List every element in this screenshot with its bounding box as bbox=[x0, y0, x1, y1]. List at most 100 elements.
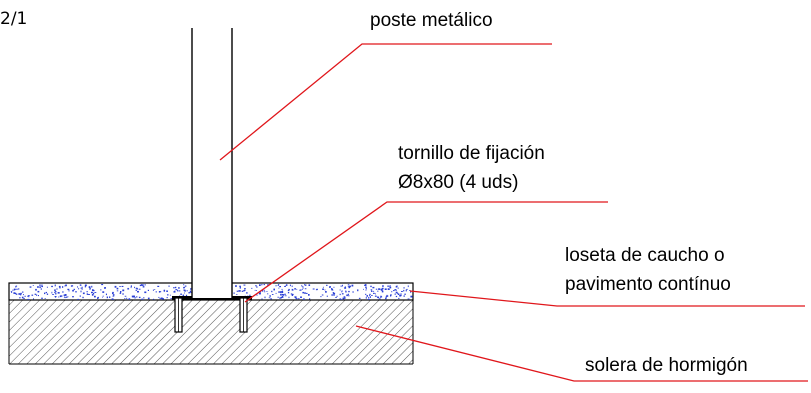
tile-speckle bbox=[389, 285, 391, 286]
tile-speckle bbox=[21, 296, 24, 299]
tile-speckle bbox=[168, 285, 170, 287]
tile-speckle bbox=[321, 294, 324, 296]
tile-speckle bbox=[333, 294, 335, 296]
tile-speckle bbox=[291, 294, 294, 296]
tile-speckle bbox=[341, 293, 344, 295]
tile-speckle bbox=[372, 290, 375, 292]
tile-speckle bbox=[335, 297, 337, 298]
tile-speckle bbox=[283, 294, 285, 296]
tile-speckle bbox=[385, 295, 388, 297]
tile-speckle bbox=[395, 295, 398, 298]
tile-speckle bbox=[259, 284, 261, 286]
tile-speckle bbox=[298, 298, 300, 300]
tile-speckle bbox=[391, 291, 393, 293]
tile-speckle bbox=[62, 286, 64, 288]
tile-speckle bbox=[97, 296, 99, 299]
tile-speckle bbox=[136, 296, 138, 298]
tile-speckle bbox=[13, 288, 16, 291]
tile-speckle bbox=[385, 298, 387, 300]
tile-speckle bbox=[23, 297, 25, 300]
tile-speckle bbox=[326, 284, 328, 286]
tile-speckle bbox=[333, 286, 335, 288]
label-tornillo-line2: Ø8x80 (4 uds) bbox=[398, 172, 518, 193]
tile-speckle bbox=[81, 288, 83, 290]
tile-speckle bbox=[398, 297, 400, 299]
tile-speckle bbox=[142, 286, 145, 288]
tile-speckle bbox=[111, 298, 114, 300]
tile-speckle bbox=[46, 286, 48, 288]
tile-speckle bbox=[235, 285, 237, 287]
tile-speckle bbox=[238, 290, 241, 292]
tile-speckle bbox=[349, 285, 351, 288]
tile-speckle bbox=[18, 293, 21, 295]
tile-speckle bbox=[304, 284, 307, 286]
tile-speckle bbox=[302, 286, 304, 288]
tile-speckle bbox=[320, 296, 322, 298]
tile-speckle bbox=[84, 285, 86, 288]
tile-speckle bbox=[277, 284, 279, 286]
tile-speckle bbox=[11, 291, 13, 293]
tile-speckle bbox=[368, 299, 370, 300]
tile-speckle bbox=[124, 295, 127, 297]
tile-speckle bbox=[381, 296, 383, 298]
label-loseta-line1: loseta de caucho o bbox=[565, 245, 725, 266]
tile-speckle bbox=[281, 288, 283, 290]
tile-speckle bbox=[184, 292, 185, 294]
tile-speckle bbox=[134, 296, 136, 299]
tile-speckle bbox=[287, 292, 290, 294]
tile-speckle bbox=[13, 292, 16, 294]
tile-speckle bbox=[184, 289, 186, 292]
tile-speckle bbox=[258, 292, 261, 295]
tile-speckle bbox=[278, 291, 281, 293]
tile-speckle bbox=[39, 286, 41, 289]
tile-speckle bbox=[182, 294, 185, 297]
tile-speckle bbox=[82, 296, 84, 299]
tile-speckle bbox=[22, 291, 24, 293]
tile-speckle bbox=[282, 294, 284, 296]
tile-speckle bbox=[180, 293, 182, 295]
tile-speckle bbox=[251, 287, 253, 289]
tile-speckle bbox=[370, 296, 371, 298]
tile-speckle bbox=[84, 284, 87, 287]
tile-speckle bbox=[184, 285, 186, 287]
tile-speckle bbox=[372, 286, 375, 289]
tile-speckle bbox=[288, 296, 290, 299]
tile-speckle bbox=[300, 296, 302, 298]
tile-speckle bbox=[256, 290, 257, 291]
tile-speckle bbox=[105, 293, 107, 296]
tile-speckle bbox=[267, 293, 269, 295]
tile-speckle bbox=[281, 291, 284, 294]
tile-speckle bbox=[120, 291, 122, 294]
tile-speckle bbox=[403, 289, 405, 292]
metal-post bbox=[191, 28, 233, 298]
leader-line-post bbox=[219, 43, 552, 161]
tile-speckle bbox=[183, 289, 185, 291]
tile-speckle bbox=[177, 289, 179, 292]
tile-speckle bbox=[41, 297, 43, 299]
tile-speckle bbox=[339, 293, 341, 296]
tile-speckle bbox=[15, 293, 18, 295]
tile-speckle bbox=[261, 284, 263, 286]
tile-speckle bbox=[173, 287, 175, 289]
tile-speckle bbox=[102, 296, 103, 298]
tile-speckle bbox=[389, 286, 392, 289]
tile-speckle bbox=[72, 296, 74, 298]
tile-speckle bbox=[308, 284, 311, 286]
tile-speckle bbox=[399, 295, 402, 297]
tile-speckle bbox=[380, 295, 382, 298]
tile-speckle bbox=[348, 286, 350, 289]
tile-speckle bbox=[130, 286, 132, 289]
tile-speckle bbox=[342, 284, 343, 287]
tile-speckle bbox=[268, 297, 271, 299]
tile-speckle bbox=[378, 288, 380, 290]
tile-speckle bbox=[239, 285, 241, 287]
tile-speckle bbox=[346, 294, 348, 297]
tile-speckle bbox=[365, 293, 367, 295]
tile-speckle bbox=[333, 292, 336, 295]
tile-speckle bbox=[364, 284, 367, 286]
tile-speckle bbox=[59, 287, 61, 289]
tile-speckle bbox=[375, 293, 376, 295]
tile-speckle bbox=[24, 295, 26, 297]
tile-speckle bbox=[73, 288, 75, 291]
tile-speckle bbox=[91, 294, 94, 296]
